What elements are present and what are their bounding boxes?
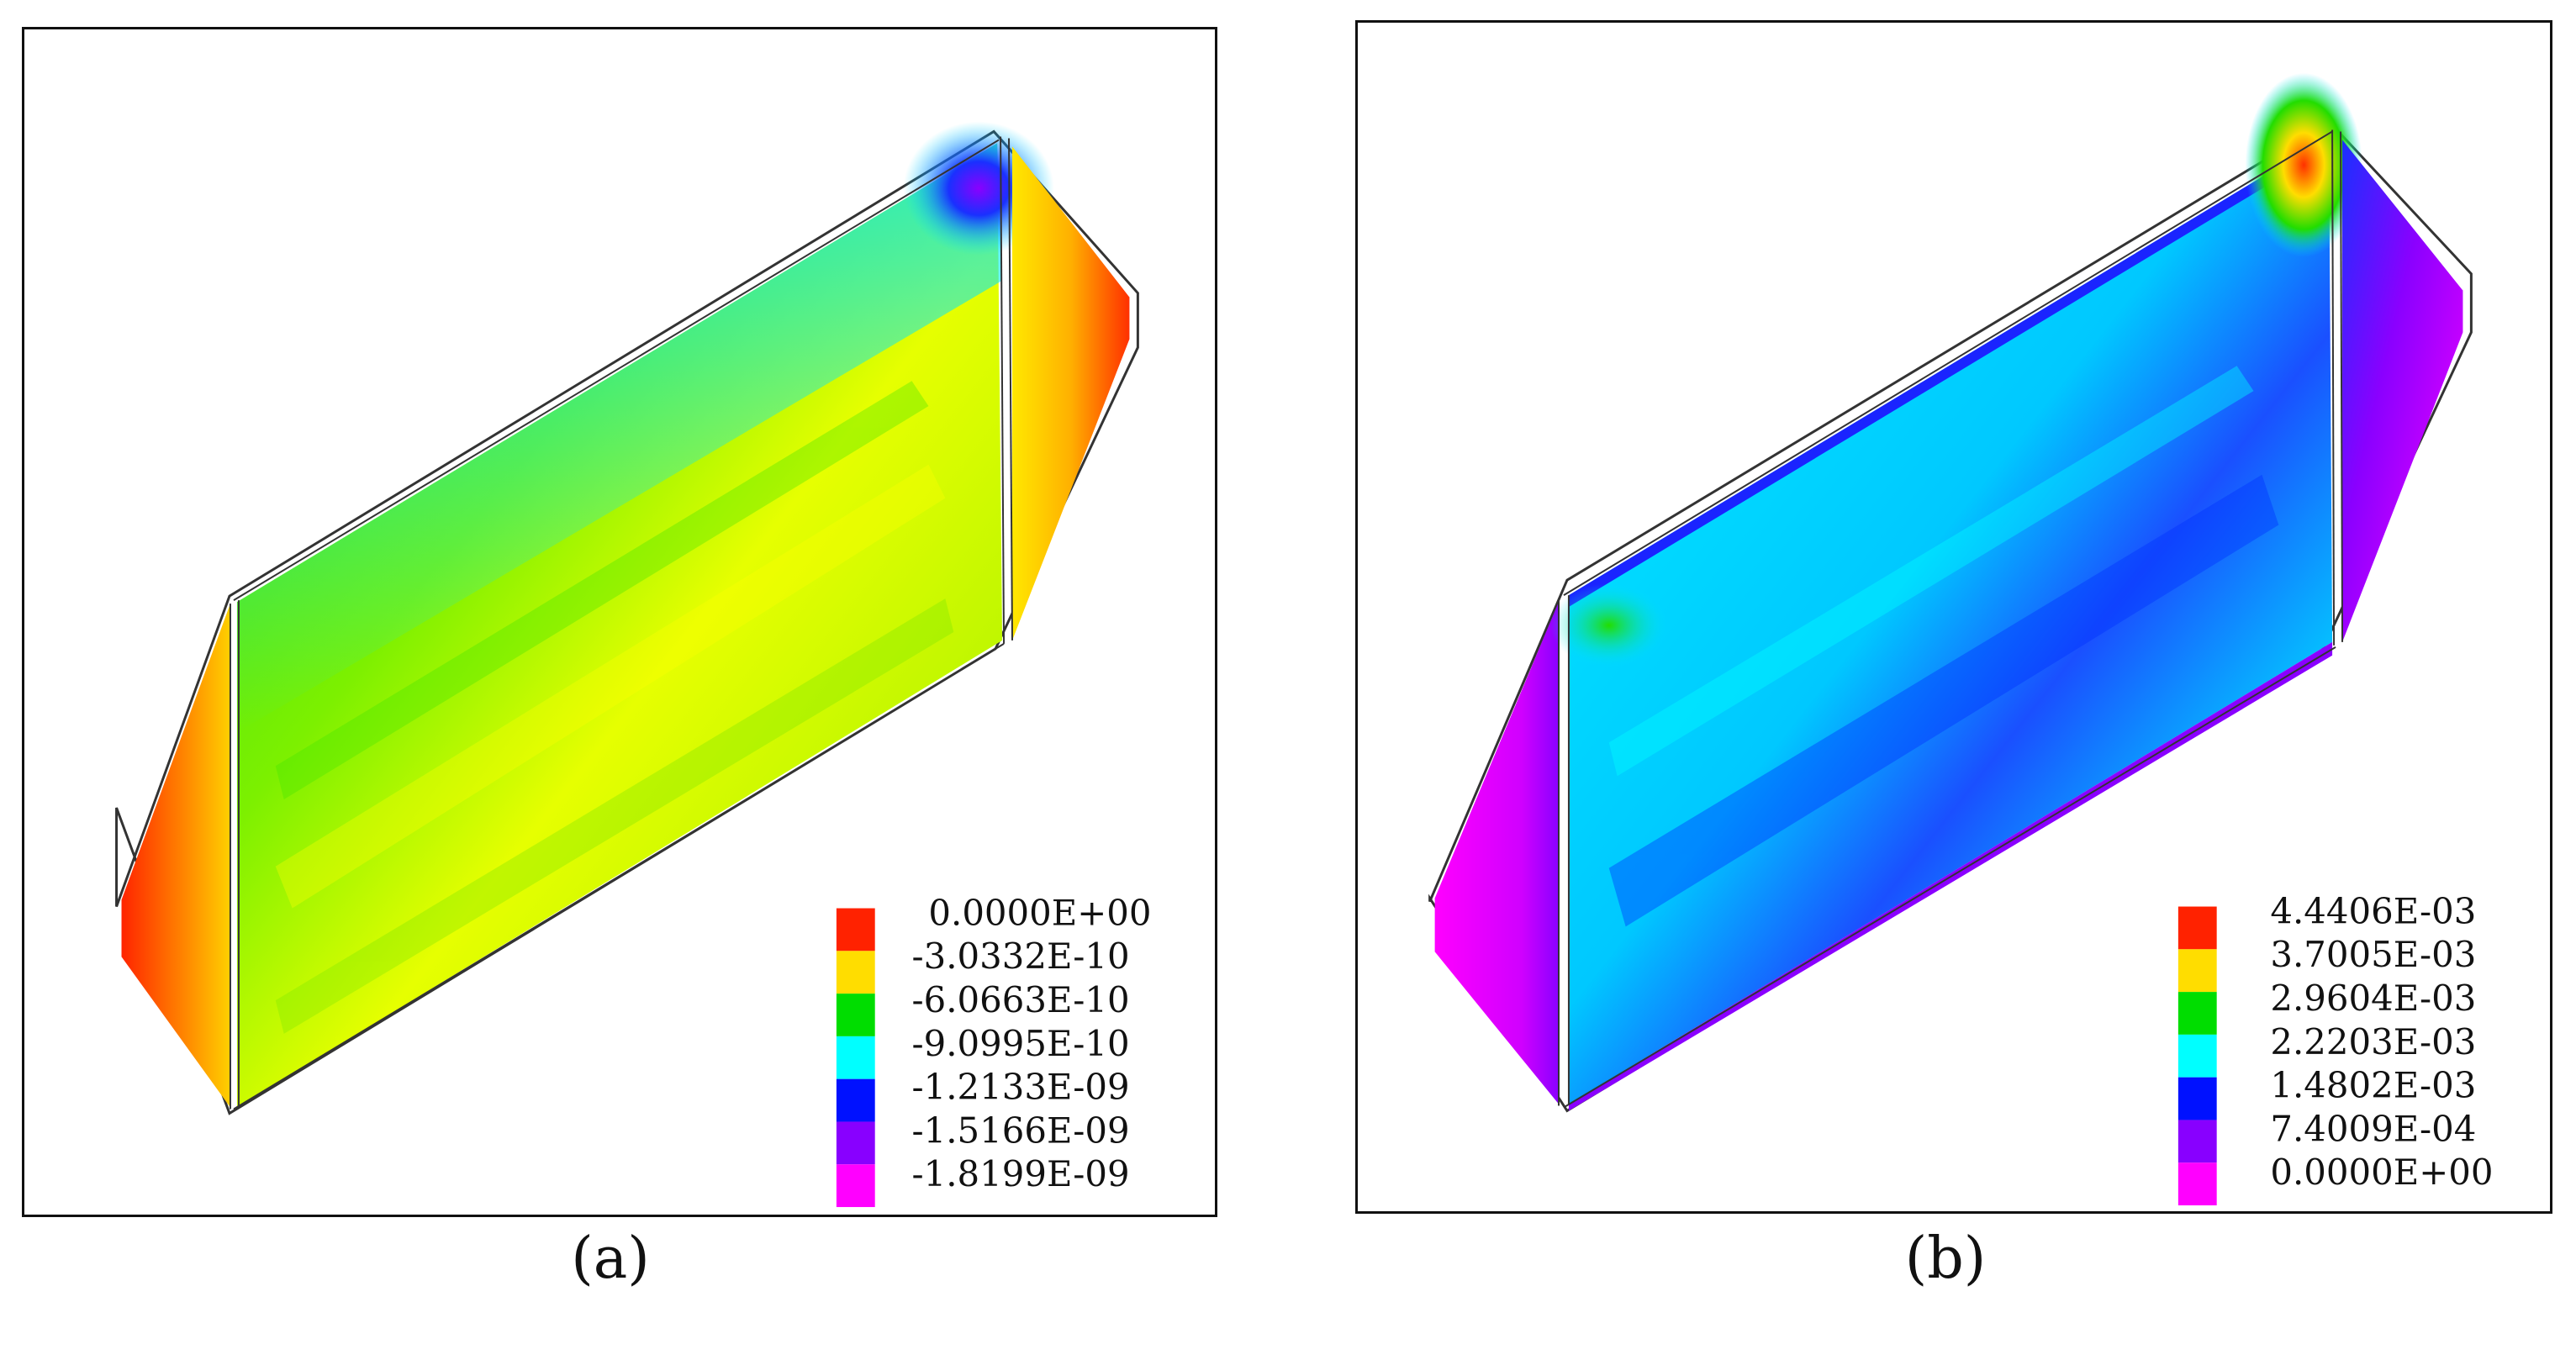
contour-plot-a: 0.0000E+00 -3.0332E-10 -6.0663E-10 -9.09… [115,121,1152,1208]
streaks [275,381,954,1034]
left-region [121,604,230,1108]
legend-b: 4.4406E-03 3.7005E-03 2.9604E-03 2.2203E… [2177,890,2493,1206]
legend-swatch [2177,992,2217,1035]
top-band [236,143,1003,733]
right-region [1012,146,1130,640]
legend-swatch [836,908,875,951]
legend-label: 4.4406E-03 [2270,890,2476,931]
legend-label: -1.2133E-09 [912,1067,1130,1108]
panel-a: 0.0000E+00 -3.0332E-10 -6.0663E-10 -9.09… [22,27,1217,1217]
legend-swatch [836,1121,875,1165]
wall-lines [1557,129,2344,1109]
legend-swatch [2177,1077,2217,1120]
legend-label: 7.4009E-04 [2270,1108,2476,1149]
left-region [1434,602,1559,1104]
top-edge-band [1568,136,2330,608]
outer-outline [115,129,1139,1115]
legend-swatch [836,951,875,994]
corner-blob-left [1550,583,1668,667]
legend-swatch [836,1036,875,1079]
legend-swatch [836,1078,875,1122]
main-region [1568,136,2333,1104]
legend-label: -6.0663E-10 [912,979,1130,1020]
panel-b: 4.4406E-03 3.7005E-03 2.9604E-03 2.2203E… [1355,20,2552,1214]
legend-swatch [2177,1162,2217,1206]
legend-swatch [2177,906,2217,950]
wall-lines [229,136,1014,1110]
legend-swatch [2177,1120,2217,1163]
legend-label: -1.8199E-09 [912,1153,1130,1194]
legend-swatch [836,1164,875,1208]
legend-swatch [836,994,875,1036]
caption-b: (b) [1904,1226,1987,1292]
legend-swatch [2177,1034,2217,1078]
caption-a: (a) [571,1226,650,1292]
streaks [1608,366,2279,927]
legend-swatch [2177,949,2217,993]
legend-label: -3.0332E-10 [912,936,1130,977]
legend-label: 0.0000E+00 [2270,1152,2493,1193]
legend-label: 1.4802E-03 [2270,1065,2476,1106]
contour-plot-b: 4.4406E-03 3.7005E-03 2.9604E-03 2.2203E… [1428,72,2493,1206]
legend-label: 3.7005E-03 [2270,934,2476,975]
legend-a: 0.0000E+00 -3.0332E-10 -6.0663E-10 -9.09… [836,892,1152,1208]
legend-label: 2.2203E-03 [2270,1021,2476,1062]
legend-label: 0.0000E+00 [928,892,1151,933]
legend-label: -1.5166E-09 [912,1110,1130,1151]
right-region [2342,140,2463,642]
legend-label: -9.0995E-10 [912,1023,1130,1064]
legend-label: 2.9604E-03 [2270,978,2476,1019]
